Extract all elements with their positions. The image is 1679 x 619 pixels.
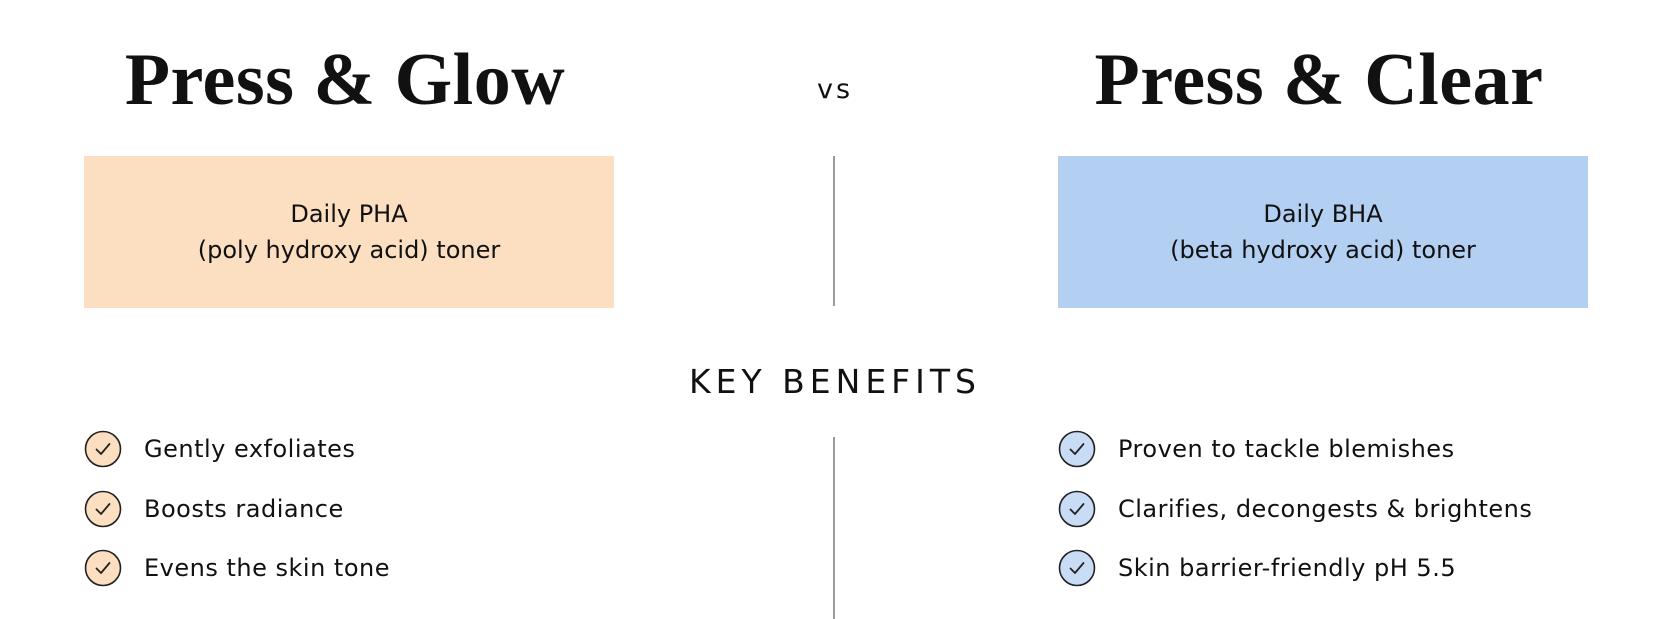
benefit-item: Boosts radiance (84, 489, 344, 529)
description-line: (poly hydroxy acid) toner (197, 236, 501, 264)
description-line: Daily BHA (1263, 200, 1383, 228)
divider (833, 156, 835, 306)
description-line: Daily PHA (290, 200, 408, 228)
check-icon (1058, 430, 1096, 468)
description-line: (beta hydroxy acid) toner (1170, 236, 1476, 264)
divider (833, 437, 835, 619)
benefit-item: Proven to tackle blemishes (1058, 429, 1455, 469)
check-icon (1058, 490, 1096, 528)
check-icon (84, 549, 122, 587)
benefit-item: Skin barrier-friendly pH 5.5 (1058, 548, 1456, 588)
product-title: Press & Glow (124, 39, 566, 121)
section-heading: KEY BENEFITS (689, 362, 981, 401)
check-icon (1058, 549, 1096, 587)
product-description: Daily PHA (poly hydroxy acid) toner (84, 156, 614, 308)
benefit-text: Evens the skin tone (144, 554, 390, 582)
benefit-item: Evens the skin tone (84, 548, 390, 588)
benefit-text: Proven to tackle blemishes (1118, 435, 1455, 463)
check-icon (84, 430, 122, 468)
versus-label: vs (816, 74, 854, 105)
benefit-item: Gently exfoliates (84, 429, 355, 469)
benefit-text: Clarifies, decongests & brightens (1118, 495, 1533, 523)
product-title: Press & Clear (1094, 39, 1544, 121)
benefit-text: Skin barrier-friendly pH 5.5 (1118, 554, 1457, 582)
check-icon (84, 490, 122, 528)
benefit-text: Boosts radiance (144, 495, 344, 523)
benefit-text: Gently exfoliates (144, 435, 356, 463)
product-description: Daily BHA (beta hydroxy acid) toner (1058, 156, 1588, 308)
benefit-item: Clarifies, decongests & brightens (1058, 489, 1532, 529)
